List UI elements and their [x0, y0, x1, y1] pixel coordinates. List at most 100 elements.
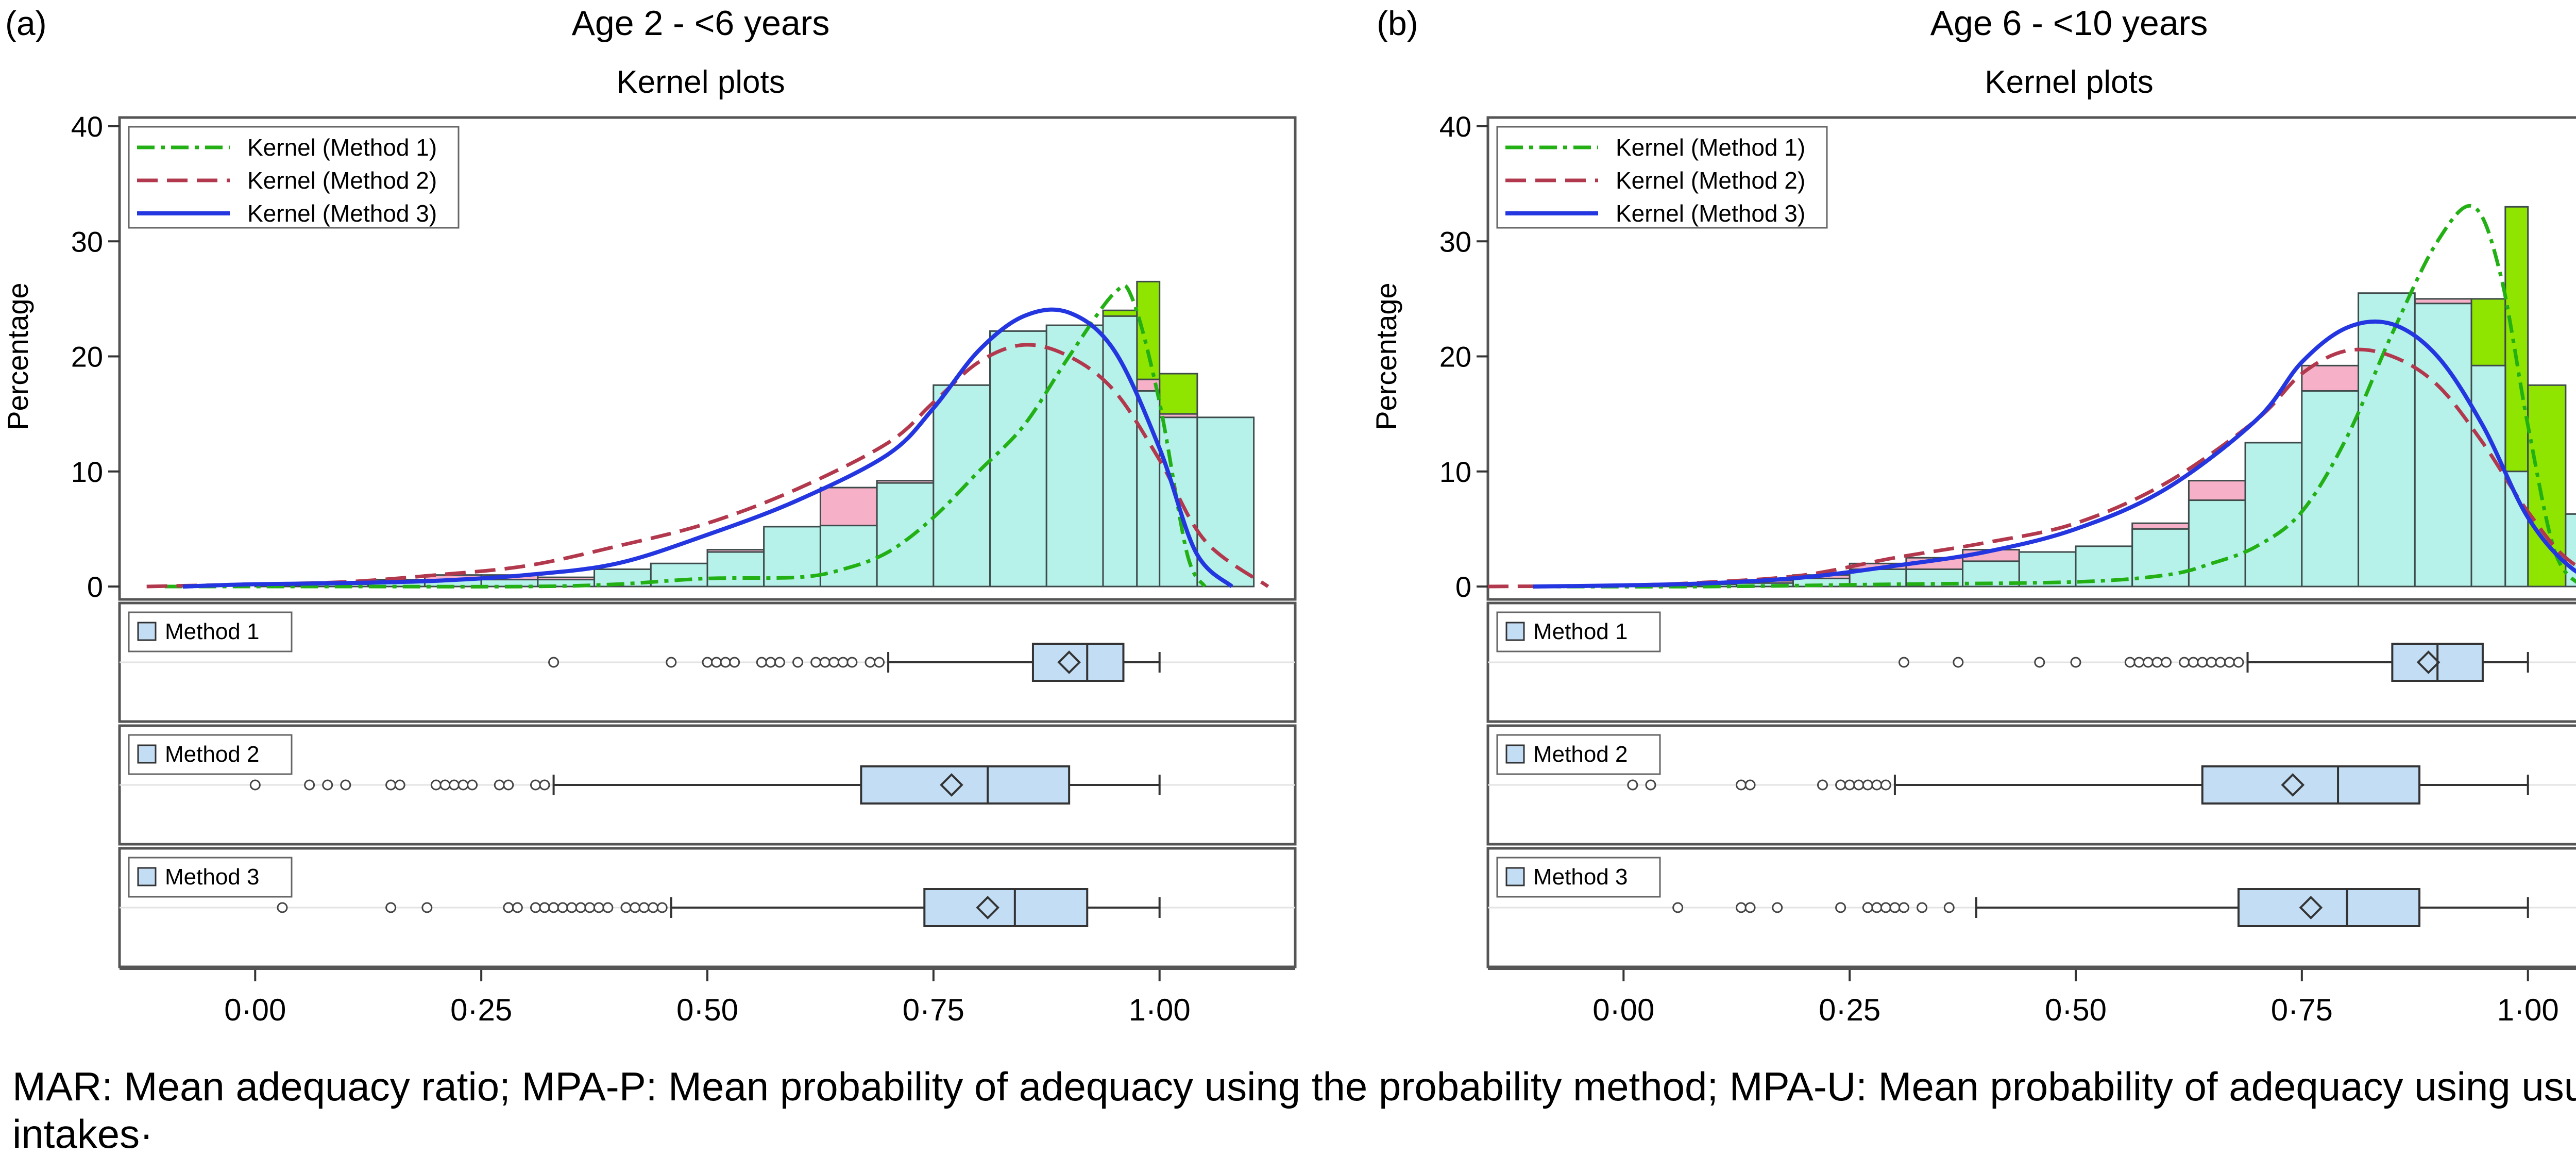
y-tick-label: 10	[71, 456, 103, 488]
outlier-point	[765, 657, 776, 668]
outlier-point	[593, 902, 604, 913]
outlier-point	[457, 779, 469, 791]
hist-bar	[933, 384, 991, 588]
legend-label: Kernel (Method 3)	[1616, 200, 1805, 227]
outlier-point	[494, 779, 505, 791]
outlier-point	[539, 779, 550, 791]
outlier-point	[1953, 657, 1964, 668]
boxplot-method-1: Method 1	[1486, 601, 2576, 723]
boxplot-legend-label: Method 1	[1533, 619, 1628, 644]
box-mean-marker	[2281, 773, 2305, 797]
hist-bar	[2131, 528, 2190, 588]
outlier-point	[1880, 902, 1891, 913]
chart-title: Age 2 - <6 years	[572, 4, 830, 43]
outlier-point	[394, 779, 405, 791]
hist-bar	[2504, 471, 2529, 588]
kernel-line-method-3	[182, 307, 1233, 589]
chart-subtitle: Kernel plots	[616, 64, 785, 100]
outlier-point	[467, 779, 478, 791]
box-mean-marker	[940, 773, 963, 797]
outlier-point	[756, 657, 767, 668]
outlier-point	[1736, 902, 1747, 913]
y-tick-label: 30	[1439, 225, 1471, 258]
outlier-point	[385, 779, 397, 791]
boxplot-legend-label: Method 2	[1533, 742, 1628, 767]
outlier-point	[1943, 902, 1955, 913]
legend-label: Kernel (Method 3)	[247, 200, 437, 227]
outlier-point	[792, 657, 804, 668]
outlier-point	[2179, 657, 2190, 668]
hist-bar	[2565, 513, 2576, 588]
outlier-point	[810, 657, 822, 668]
outlier-point	[1835, 902, 1846, 913]
outlier-point	[448, 779, 460, 791]
outlier-point	[1898, 657, 1909, 668]
x-tick-label: 0·50	[2045, 993, 2107, 1027]
boxplot-legend-swatch	[137, 622, 157, 641]
x-tick-label: 0·00	[1592, 993, 1654, 1027]
outlier-point	[304, 779, 315, 791]
legend-label: Kernel (Method 1)	[247, 134, 437, 161]
outlier-point	[1817, 779, 1828, 791]
boxplot-legend-label: Method 2	[165, 742, 259, 767]
boxplot-method-2: Method 2	[118, 724, 1297, 846]
legend-label: Kernel (Method 2)	[1616, 167, 1805, 194]
box-iqr	[2201, 765, 2421, 805]
hist-bar	[2188, 499, 2246, 588]
chart-panel-b: (b) Age 6 - <10 years Kernel plots Percenta…	[1370, 4, 2576, 1027]
outlier-point	[2188, 657, 2199, 668]
y-tick-label: 0	[1455, 571, 1471, 603]
x-tick-label: 0·25	[1819, 993, 1880, 1027]
legend-label: Kernel (Method 2)	[247, 167, 437, 194]
outlier-point	[548, 902, 560, 913]
outlier-point	[2233, 657, 2244, 668]
outlier-point	[1862, 779, 1873, 791]
outlier-point	[774, 657, 785, 668]
outlier-point	[1672, 902, 1684, 913]
box-iqr	[2237, 888, 2421, 927]
hist-bar	[2301, 390, 2360, 588]
x-tick-label: 0·75	[2271, 993, 2333, 1027]
boxplot-method-2: Method 2	[1486, 724, 2576, 846]
outlier-point	[2142, 657, 2154, 668]
box-mean-marker	[2416, 650, 2441, 674]
outlier-point	[1744, 779, 1756, 791]
hist-bar	[650, 562, 708, 588]
chart-subtitle: Kernel plots	[1985, 64, 2153, 100]
kernel-line-method-1	[1533, 204, 2576, 589]
box-mean-marker	[1057, 650, 1081, 674]
y-tick-label: 40	[1439, 110, 1471, 143]
chart-title: Age 6 - <10 years	[1930, 4, 2208, 43]
outlier-point	[503, 902, 514, 913]
box-mean-marker	[2299, 896, 2323, 919]
outlier-point	[1898, 902, 1909, 913]
hist-bar	[989, 330, 1047, 588]
box-iqr	[923, 888, 1089, 927]
panel-label: (b)	[1377, 4, 1418, 42]
outlier-point	[1627, 779, 1638, 791]
boxplot-legend-label: Method 1	[165, 619, 259, 644]
hist-bar	[2358, 292, 2416, 588]
outlier-point	[322, 779, 333, 791]
y-tick-label: 20	[1439, 341, 1471, 373]
x-tick-label: 0·50	[676, 993, 738, 1027]
outlier-point	[1880, 779, 1891, 791]
outlier-point	[1853, 779, 1865, 791]
outlier-point	[819, 657, 831, 668]
boxplot-method-3: Method 3	[118, 847, 1297, 968]
outlier-point	[575, 902, 586, 913]
box-mean-marker	[976, 896, 999, 919]
outlier-point	[1744, 902, 1756, 913]
kernel-line-method-2	[146, 343, 1269, 589]
outlier-point	[584, 902, 596, 913]
outlier-point	[666, 657, 677, 668]
y-axis-label: Percentage	[1370, 282, 1402, 430]
outlier-point	[1871, 902, 1883, 913]
outlier-point	[539, 902, 550, 913]
x-tick-label: 0·75	[903, 993, 964, 1027]
hist-bar	[2018, 551, 2077, 588]
outlier-point	[602, 902, 614, 913]
outlier-point	[430, 779, 442, 791]
box-iqr	[860, 765, 1071, 805]
outlier-point	[249, 779, 261, 791]
